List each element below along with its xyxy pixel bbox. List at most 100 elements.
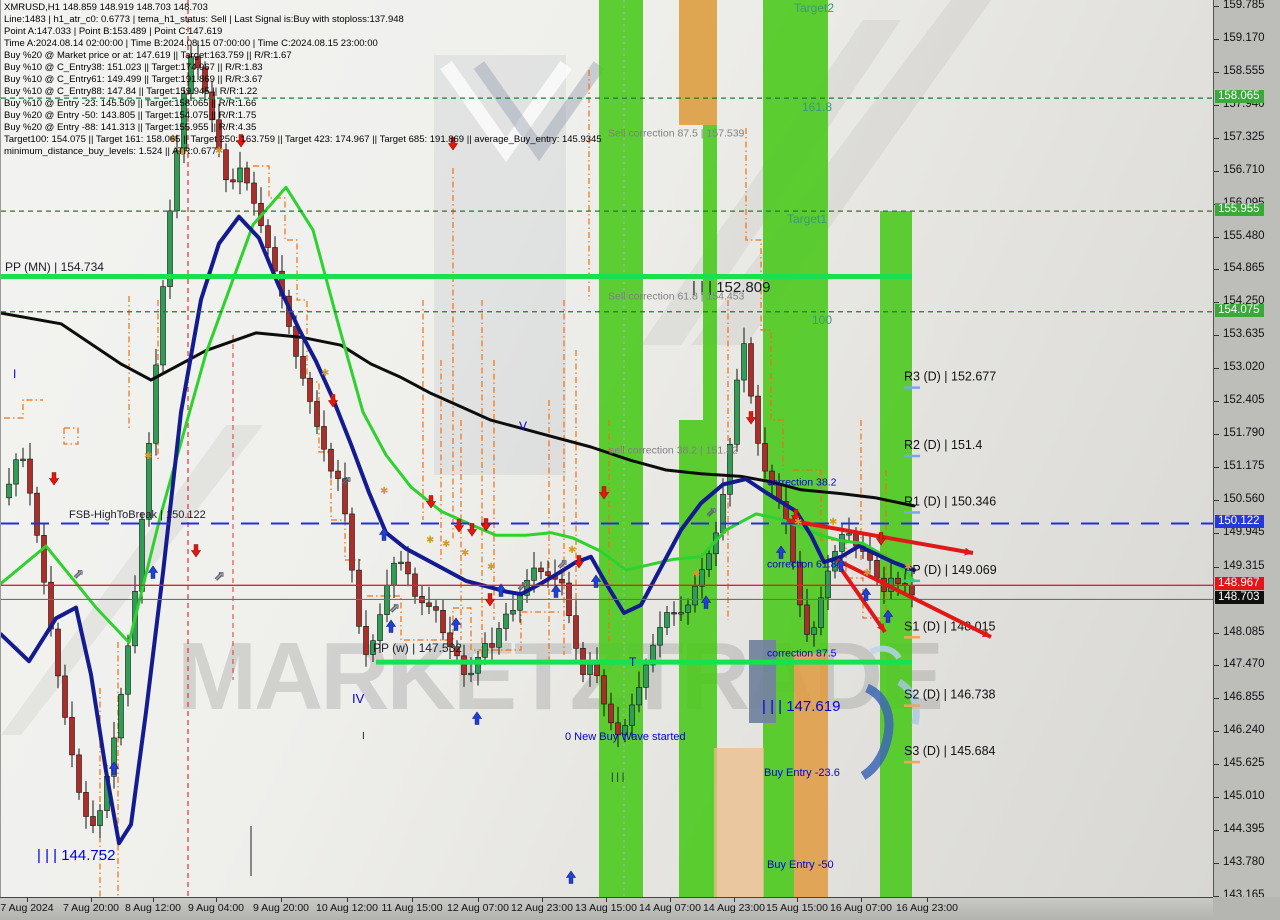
time-tick-mark [347,898,348,902]
candle-down [433,606,439,611]
watermark-swoosh-icon [869,645,902,660]
candle-down [349,513,355,571]
annotation-text: | | | 144.752 [37,847,115,864]
buy-arrow-icon [471,711,483,725]
star-icon: ✱ [487,562,495,573]
candle-up [685,604,691,613]
price-tick-mark [1214,731,1219,733]
pivot-label: PP (D) | 149.069 [904,563,997,577]
price-tick-mark [1214,434,1219,436]
price-badge: 150.122 [1215,515,1264,529]
star-icon: ✱ [215,146,223,157]
candle-up [664,612,670,628]
sell-arrow-icon [327,394,339,408]
pivot-label: R3 (D) | 152.677 [904,370,996,384]
sell-arrow-icon [745,411,757,425]
price-tick-mark [1214,863,1219,865]
candle-up [125,645,131,695]
price-tick-label: 153.635 [1223,328,1265,341]
axis-corner [1213,897,1280,920]
info-line-9: Buy %20 @ Entry -50: 143.805 || Target:1… [4,110,257,121]
info-line-8: Buy %10 @ Entry -23: 145.509 || Target:1… [4,98,257,109]
time-tick-label: 7 Aug 20:00 [62,902,120,914]
candle-up [517,595,523,611]
price-axis[interactable]: 159.785 159.170 158.555 157.940 157.325 156.7… [1213,0,1280,901]
pivot-label: R2 (D) | 151.4 [904,438,982,452]
candle-down [755,395,761,444]
annotation-text: sell correction 38.2 | 151.82 [609,445,738,457]
candle-up [370,640,376,655]
annotation-text: PP (MN) | 154.734 [5,260,104,274]
candle-up [531,567,537,581]
time-tick-label: 9 Aug 04:00 [187,902,245,914]
star-icon: ✱ [461,548,469,559]
candle-up [6,483,12,499]
candle-down [76,754,82,793]
info-line-7: Buy %10 @ C_Entry88: 147.84 || Target:15… [4,86,258,97]
time-tick-mark [91,898,92,902]
time-tick-mark [281,898,282,902]
annotation-text: 0 New Buy Wave started [565,731,686,743]
ma-medium_green [1,185,916,644]
sell-arrow-icon [480,518,492,532]
trend-arrowhead-icon [964,547,973,556]
candle-down [321,426,327,450]
buy-arrow-icon [495,583,507,597]
chart-canvas[interactable]: R3 (D) | 152.677 R2 (D) | 151.4 R1 (D) | 1… [1,0,1214,897]
pivot-label: S3 (D) | 145.684 [904,744,996,758]
trend-arrow-line[interactable] [837,564,887,634]
ma-fast_navy [1,214,916,846]
chart-plot-area[interactable]: MARKETZTRADE R3 (D) | 152.677 R2 (D) | 15… [0,0,1214,897]
price-tick-mark [1214,71,1219,73]
star-icon: ✱ [442,539,450,550]
candle-up [818,597,824,629]
candle-down [34,492,40,536]
time-tick-label: 11 Aug 15:00 [381,902,443,914]
candle-up [587,663,593,675]
time-axis[interactable]: 7 Aug 2024 7 Aug 20:00 8 Aug 12:00 9 Aug 04… [0,897,1280,920]
price-tick-label: 155.480 [1223,229,1265,242]
trend-arrow-line[interactable] [836,558,992,639]
star-icon: ✱ [794,517,802,528]
star-icon: ✱ [692,569,700,580]
candle-down [573,615,579,649]
price-tick-label: 148.085 [1223,625,1265,638]
time-tick-mark [734,898,735,902]
price-tick-label: 159.785 [1223,0,1265,11]
candle-up [692,585,698,606]
trend-arrowhead-icon [877,623,885,632]
candle-up [475,657,481,674]
watermark-logo-block [749,640,776,723]
candle-down [440,610,446,634]
annotation-text: | | | [611,772,624,783]
price-tick-mark [1214,764,1219,766]
candle-up [118,693,124,739]
annotation-text: V [519,419,527,433]
time-tick-label: 12 Aug 07:00 [447,902,509,914]
candle-up [643,664,649,688]
candle-up [13,459,19,485]
price-tick-label: 151.175 [1223,460,1265,473]
sell-arrow-icon [235,134,247,148]
time-tick-label: 14 Aug 07:00 [639,902,701,914]
pivot-label: S2 (D) | 146.738 [904,688,996,702]
time-tick-label: 12 Aug 23:00 [511,902,573,914]
price-tick-mark [1214,467,1219,469]
time-tick-mark [412,898,413,902]
annotation-text: Target2 [794,1,834,15]
candle-up [720,493,726,534]
candle-up [678,612,684,615]
annotation-text: Buy Entry -23.6 [764,767,840,779]
price-tick-mark [1214,797,1219,799]
candle-down [895,577,901,584]
star-icon: ✱ [426,535,434,546]
time-tick-label: 16 Aug 23:00 [896,902,958,914]
candle-down [769,470,775,485]
buy-arrow-icon [775,545,787,559]
buy-arrow-icon [108,761,120,775]
hollow-arrow-icon: ⇗ [706,504,717,519]
hollow-arrow-icon: ⇗ [517,578,528,593]
candle-up [111,737,117,777]
candle-down [538,567,544,573]
